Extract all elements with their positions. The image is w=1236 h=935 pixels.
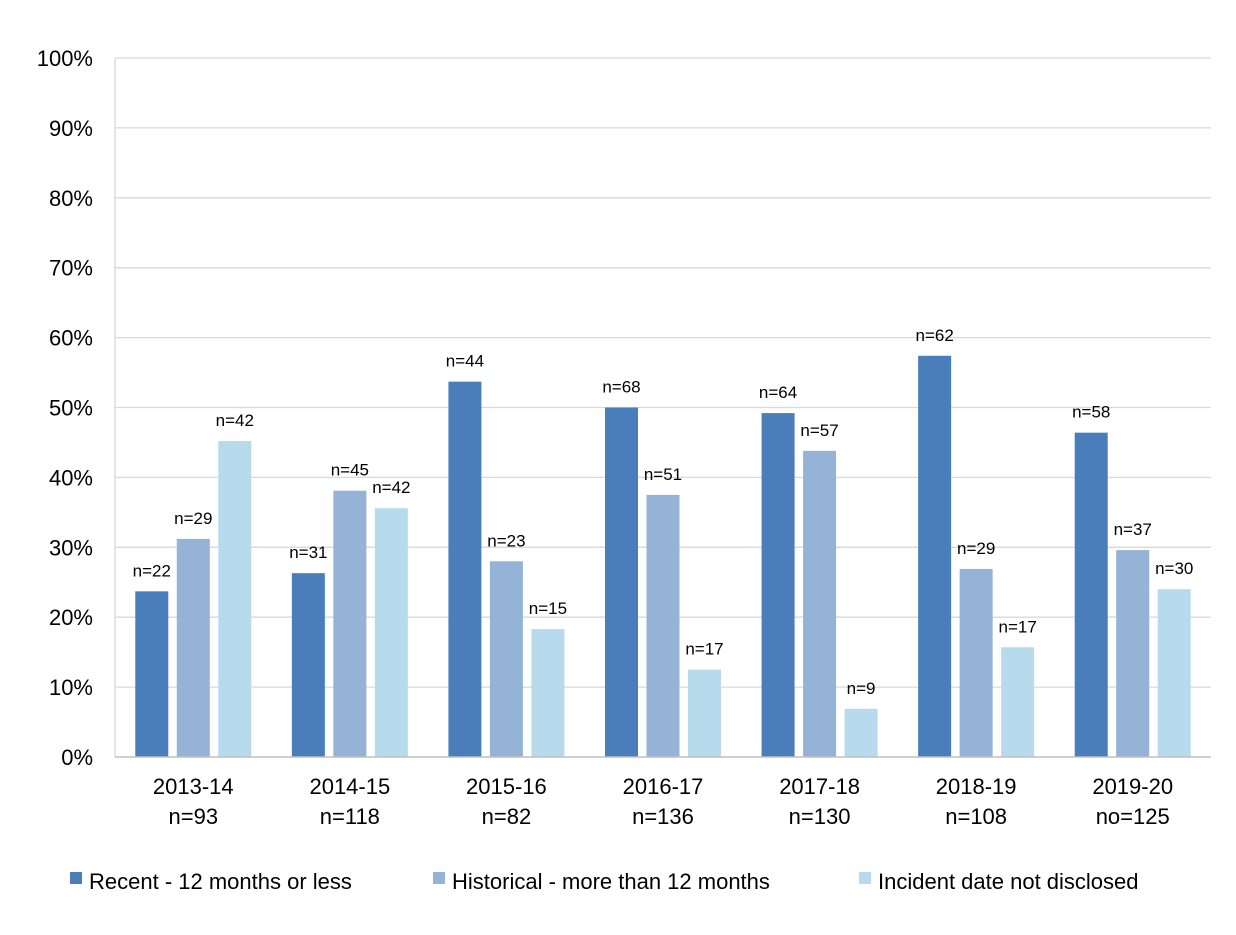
bar [844, 708, 878, 757]
bar [646, 494, 680, 757]
data-label: n=51 [644, 465, 682, 484]
bar [176, 538, 210, 757]
x-tick-label: 2019-20 [1092, 774, 1173, 799]
y-tick-label: 30% [49, 535, 93, 560]
x-tick-count: n=130 [789, 804, 851, 829]
data-label: n=44 [446, 352, 484, 371]
y-axis: 0% 10% 20% 30% 40% 50% 60% 70% 80% 90% 100% [37, 46, 116, 770]
bar [605, 407, 638, 757]
legend-label: Recent - 12 months or less [89, 869, 352, 894]
data-label: n=37 [1114, 520, 1152, 539]
bar [1157, 589, 1191, 757]
data-label: n=64 [759, 383, 797, 402]
x-tick-label: 2013-14 [153, 774, 234, 799]
x-tick-label: 2018-19 [936, 774, 1017, 799]
data-label: n=42 [216, 411, 254, 430]
y-tick-label: 40% [49, 465, 93, 490]
legend-label: Historical - more than 12 months [452, 869, 770, 894]
bar [918, 355, 952, 757]
bar [489, 561, 523, 757]
y-tick-label: 80% [49, 186, 93, 211]
bar [448, 381, 482, 757]
data-label: n=17 [998, 617, 1036, 636]
x-tick-count: no=125 [1096, 804, 1170, 829]
bar [1074, 432, 1108, 757]
bar [218, 441, 252, 757]
data-label: n=31 [289, 543, 327, 562]
data-label: n=30 [1155, 559, 1193, 578]
data-label: n=9 [847, 679, 876, 698]
x-tick-label: 2016-17 [623, 774, 704, 799]
data-label: n=62 [915, 326, 953, 345]
bar [1001, 647, 1035, 757]
x-axis: 2013-14 n=93 2014-15 n=118 2015-16 n=82 2016-1… [115, 756, 1211, 829]
y-tick-label: 90% [49, 116, 93, 141]
data-label: n=45 [331, 461, 369, 480]
x-tick-count: n=136 [632, 804, 694, 829]
data-label: n=29 [957, 539, 995, 558]
bar [531, 629, 565, 757]
x-tick-label: 2017-18 [779, 774, 860, 799]
data-label: n=23 [487, 531, 525, 550]
legend: Recent - 12 months or less Historical - m… [70, 869, 1139, 894]
y-tick-label: 60% [49, 326, 93, 351]
legend-swatch [433, 872, 445, 884]
bar [1116, 550, 1150, 757]
bar [761, 413, 795, 757]
data-label: n=42 [372, 478, 410, 497]
legend-label: Incident date not disclosed [878, 869, 1139, 894]
x-tick-count: n=118 [320, 804, 380, 829]
bar [803, 450, 837, 757]
data-label: n=29 [174, 509, 212, 528]
y-tick-label: 20% [49, 605, 93, 630]
x-tick-count: n=82 [482, 804, 532, 829]
y-tick-label: 10% [49, 675, 93, 700]
data-label: n=58 [1072, 403, 1110, 422]
legend-swatch [70, 872, 82, 884]
bar [333, 490, 367, 757]
data-labels: n=22n=29n=42n=31n=45n=42n=44n=23n=15n=68… [133, 326, 1194, 698]
data-label: n=17 [685, 640, 723, 659]
x-tick-count: n=108 [945, 804, 1007, 829]
bar [959, 568, 993, 757]
y-tick-label: 0% [61, 745, 93, 770]
bars [135, 355, 1191, 757]
legend-swatch [859, 872, 871, 884]
bar [374, 508, 408, 757]
y-tick-label: 50% [49, 396, 93, 421]
bar [135, 591, 169, 757]
x-tick-label: 2014-15 [309, 774, 390, 799]
data-label: n=22 [133, 561, 171, 580]
y-tick-label: 100% [37, 46, 93, 71]
x-tick-label: 2015-16 [466, 774, 547, 799]
y-tick-label: 70% [49, 256, 93, 281]
bar [688, 669, 721, 757]
data-label: n=57 [800, 421, 838, 440]
data-label: n=15 [529, 599, 567, 618]
data-label: n=68 [602, 378, 640, 397]
x-tick-count: n=93 [169, 804, 219, 829]
bar [291, 573, 325, 757]
